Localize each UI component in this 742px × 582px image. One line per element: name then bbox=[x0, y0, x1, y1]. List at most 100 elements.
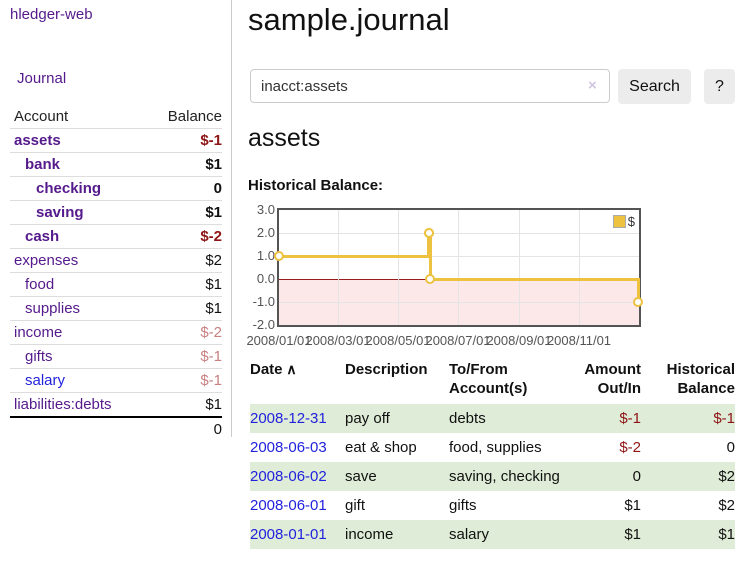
chart-gridline bbox=[397, 210, 399, 325]
chart-plot-area: $ 3.0 2.0 1.0 0.0 -1.0 -2.0 bbox=[253, 202, 644, 332]
register-date-link[interactable]: 2008-06-03 bbox=[250, 439, 327, 456]
register-balance: $2 bbox=[718, 497, 735, 514]
x-axis-tick-label: 2008/01/01 bbox=[246, 333, 312, 348]
register-description: save bbox=[345, 468, 377, 485]
register-column-header[interactable]: Date ∧ bbox=[250, 361, 297, 378]
sidebar-account-link[interactable]: bank bbox=[25, 156, 61, 173]
y-axis-tick-label: 1.0 bbox=[256, 248, 275, 263]
account-balance: $-1 bbox=[200, 372, 222, 389]
sidebar-account-link[interactable]: saving bbox=[36, 204, 84, 221]
x-axis-tick-label: 2008/09/01 bbox=[486, 333, 552, 348]
sidebar-account-link[interactable]: expenses bbox=[14, 252, 79, 269]
chart-data-point bbox=[633, 297, 644, 307]
account-balance: $-2 bbox=[200, 228, 222, 245]
chart-legend: $ bbox=[612, 214, 635, 229]
sidebar-account-link[interactable]: supplies bbox=[25, 300, 81, 317]
register-amount: $1 bbox=[624, 497, 641, 514]
accounts-table-header: Account Balance bbox=[10, 104, 222, 128]
app-brand-link[interactable]: hledger-web bbox=[10, 6, 93, 23]
register-balance: 0 bbox=[726, 439, 735, 456]
account-row: saving $1 bbox=[10, 200, 222, 224]
register-row: 2008-06-03 eat & shop food, supplies $-2 0 bbox=[250, 433, 735, 462]
account-balance: $-1 bbox=[200, 348, 222, 365]
register-accounts: gifts bbox=[449, 497, 477, 514]
help-button[interactable]: ? bbox=[704, 69, 735, 104]
search-input[interactable] bbox=[250, 69, 610, 103]
y-axis-tick-label: -1.0 bbox=[252, 294, 275, 309]
legend-swatch bbox=[612, 215, 626, 228]
register-date-link[interactable]: 2008-01-01 bbox=[250, 526, 327, 543]
sidebar-account-link[interactable]: cash bbox=[25, 228, 60, 245]
chart-data-point bbox=[274, 251, 284, 261]
sidebar-account-link[interactable]: salary bbox=[25, 372, 66, 389]
chart-gridline bbox=[457, 210, 459, 325]
register-date-link[interactable]: 2008-06-02 bbox=[250, 468, 327, 485]
x-axis-tick-label: 2008/07/01 bbox=[425, 333, 491, 348]
account-balance: $1 bbox=[205, 204, 222, 221]
register-description: pay off bbox=[345, 410, 390, 427]
search-button[interactable]: Search bbox=[618, 69, 691, 104]
register-accounts: food, supplies bbox=[449, 439, 542, 456]
accounts-table: Account Balance assets $-1 bank $1 checking 0… bbox=[10, 104, 222, 440]
account-row: checking 0 bbox=[10, 176, 222, 200]
register-balance: $-1 bbox=[713, 410, 735, 427]
register-column-header: Historical Balance bbox=[666, 361, 735, 397]
sidebar-account-link[interactable]: liabilities:debts bbox=[14, 396, 112, 413]
register-column-header: Amount Out/In bbox=[584, 361, 641, 397]
account-balance: $2 bbox=[205, 252, 222, 269]
chart-line-segment bbox=[279, 254, 429, 258]
register-amount: 0 bbox=[632, 468, 641, 485]
account-balance: 0 bbox=[213, 180, 222, 197]
y-axis-tick-label: 0.0 bbox=[256, 271, 275, 286]
x-axis-tick-label: 2008/03/01 bbox=[305, 333, 371, 348]
register-balance: $2 bbox=[718, 468, 735, 485]
account-row: bank $1 bbox=[10, 152, 222, 176]
accounts-total-value: 0 bbox=[213, 420, 222, 438]
chart-data-point bbox=[424, 228, 435, 238]
register-row: 2008-12-31 pay off debts $-1 $-1 bbox=[250, 404, 735, 433]
register-table: Date ∧ Description To/From Account(s) Amoun… bbox=[250, 358, 735, 549]
chart-gridline bbox=[279, 232, 639, 234]
register-row: 2008-01-01 income salary $1 $1 bbox=[250, 520, 735, 549]
register-accounts: saving, checking bbox=[449, 468, 560, 485]
register-row: 2008-06-02 save saving, checking 0 $2 bbox=[250, 462, 735, 491]
account-row: expenses $2 bbox=[10, 248, 222, 272]
y-axis-tick-label: 3.0 bbox=[256, 202, 275, 217]
account-row: food $1 bbox=[10, 272, 222, 296]
chart-line-segment bbox=[427, 231, 430, 258]
account-balance: $1 bbox=[205, 300, 222, 317]
register-amount: $-1 bbox=[619, 410, 641, 427]
sidebar-account-link[interactable]: food bbox=[25, 276, 55, 293]
register-date-link[interactable]: 2008-06-01 bbox=[250, 497, 327, 514]
account-balance: $1 bbox=[205, 396, 222, 413]
sidebar-item-journal[interactable]: Journal bbox=[17, 70, 67, 87]
account-balance: $1 bbox=[205, 276, 222, 293]
sidebar-account-link[interactable]: assets bbox=[14, 132, 61, 149]
register-row: 2008-06-01 gift gifts $1 $2 bbox=[250, 491, 735, 520]
x-axis-tick-label: 2008/05/01 bbox=[365, 333, 431, 348]
register-description: eat & shop bbox=[345, 439, 417, 456]
register-column-header: To/From Account(s) bbox=[449, 361, 528, 397]
chart-line-segment bbox=[636, 277, 640, 304]
chart-data-point bbox=[425, 274, 436, 284]
chart-line-segment bbox=[428, 231, 432, 281]
legend-label: $ bbox=[627, 214, 635, 229]
clear-search-icon[interactable]: × bbox=[588, 77, 597, 94]
chart-gridline bbox=[578, 210, 580, 325]
balance-column-header: Balance bbox=[167, 107, 222, 125]
register-accounts: salary bbox=[449, 526, 490, 543]
sidebar-account-link[interactable]: checking bbox=[36, 180, 102, 197]
account-row: income $-2 bbox=[10, 320, 222, 344]
chart-gridline bbox=[518, 210, 520, 325]
register-date-link[interactable]: 2008-12-31 bbox=[250, 410, 327, 427]
account-row: assets $-1 bbox=[10, 128, 222, 152]
account-column-header: Account bbox=[14, 107, 69, 125]
chart-title: Historical Balance: bbox=[248, 177, 384, 194]
sidebar-account-link[interactable]: income bbox=[14, 324, 63, 341]
account-row: salary $-1 bbox=[10, 368, 222, 392]
account-row: gifts $-1 bbox=[10, 344, 222, 368]
sidebar-account-link[interactable]: gifts bbox=[25, 348, 53, 365]
account-row: cash $-2 bbox=[10, 224, 222, 248]
register-amount: $1 bbox=[624, 526, 641, 543]
account-balance: $-1 bbox=[200, 132, 222, 149]
